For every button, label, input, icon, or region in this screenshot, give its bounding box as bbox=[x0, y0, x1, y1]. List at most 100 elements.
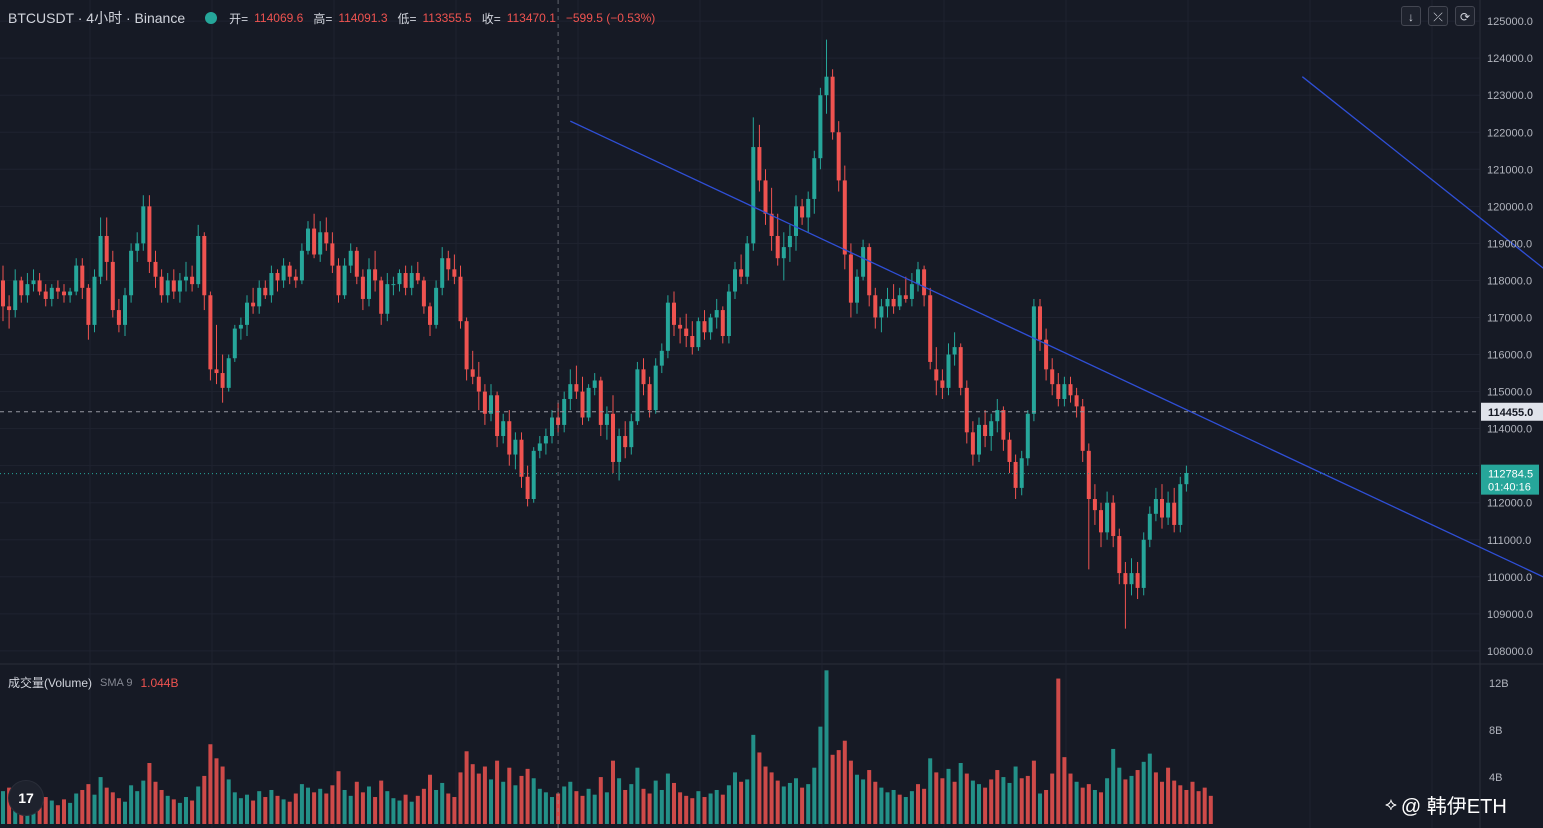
candle bbox=[214, 324, 219, 385]
candle-body bbox=[1019, 458, 1024, 488]
candle-body bbox=[379, 280, 384, 314]
candle-body bbox=[903, 295, 908, 299]
volume-bar bbox=[1123, 779, 1128, 824]
candle-body bbox=[476, 376, 481, 392]
candle-body bbox=[519, 439, 524, 477]
price-axis[interactable]: 125000.0 124000.0 123000.0 122000.0 121000.0… bbox=[1481, 16, 1543, 658]
candle bbox=[909, 273, 914, 307]
volume-bar bbox=[720, 794, 725, 824]
channel-lines[interactable] bbox=[570, 76, 1543, 659]
candle-body bbox=[806, 198, 811, 218]
candle-body bbox=[672, 302, 676, 325]
candle-body bbox=[928, 295, 933, 362]
candle bbox=[299, 243, 304, 285]
volume-title[interactable]: 成交量(Volume) bbox=[8, 676, 93, 690]
candle-body bbox=[916, 269, 920, 285]
candle-body bbox=[287, 265, 292, 277]
candle-body bbox=[1056, 384, 1061, 399]
tradingview-logo[interactable]: 17 bbox=[8, 780, 44, 816]
candle bbox=[550, 410, 554, 444]
candle bbox=[1007, 432, 1012, 474]
candle-body bbox=[1038, 306, 1042, 340]
candle bbox=[604, 406, 609, 440]
candle-body bbox=[787, 235, 792, 248]
candle-body bbox=[720, 310, 725, 336]
candle-body bbox=[574, 384, 579, 392]
volume-bar bbox=[434, 789, 439, 824]
candle bbox=[989, 413, 994, 451]
candle-body bbox=[318, 232, 323, 255]
candle-body bbox=[617, 436, 622, 462]
candle bbox=[525, 465, 530, 507]
candle-body bbox=[885, 298, 890, 307]
candle bbox=[611, 395, 615, 474]
candle-body bbox=[922, 269, 927, 296]
candle bbox=[1031, 298, 1036, 422]
volume-bar bbox=[684, 795, 689, 824]
candle bbox=[623, 421, 628, 459]
candle bbox=[385, 273, 390, 322]
candle bbox=[940, 369, 945, 399]
candle-body bbox=[690, 336, 695, 348]
candle bbox=[714, 298, 719, 329]
volume-bar bbox=[940, 778, 945, 824]
volume-tick-label: 12B bbox=[1489, 678, 1509, 690]
price-tick-label: 116000.0 bbox=[1487, 350, 1532, 362]
volume-sma-label: SMA 9 bbox=[100, 676, 133, 689]
candle bbox=[80, 258, 85, 299]
volume-bar bbox=[98, 777, 103, 824]
volume-bar bbox=[830, 754, 835, 824]
volume-bar bbox=[916, 784, 920, 824]
candle-body bbox=[367, 269, 371, 299]
candle bbox=[519, 432, 524, 488]
candle bbox=[1080, 398, 1085, 462]
candle bbox=[1013, 454, 1018, 499]
candle bbox=[263, 280, 268, 299]
candle bbox=[922, 265, 927, 307]
price-tick-label: 125000.0 bbox=[1487, 16, 1533, 28]
candle bbox=[62, 284, 66, 303]
volume-bar bbox=[580, 795, 585, 824]
market-status-icon bbox=[205, 12, 218, 24]
low-value: 113355.5 bbox=[422, 11, 472, 25]
volume-bar bbox=[153, 781, 158, 824]
candle-body bbox=[501, 421, 506, 437]
volume-bar bbox=[562, 786, 567, 824]
volume-bar bbox=[190, 800, 195, 824]
candle bbox=[769, 187, 774, 251]
candle bbox=[842, 165, 847, 270]
candle-body bbox=[867, 247, 872, 296]
price-tick-label: 123000.0 bbox=[1487, 90, 1533, 102]
volume-bar bbox=[1178, 785, 1183, 824]
candle-body bbox=[1062, 384, 1067, 399]
candle-body bbox=[232, 328, 237, 359]
volume-bar bbox=[775, 780, 780, 824]
candle bbox=[373, 250, 378, 292]
down-arrow-button[interactable]: ↓ bbox=[1401, 6, 1421, 26]
price-tick-label: 117000.0 bbox=[1487, 312, 1532, 324]
candle-body bbox=[147, 206, 152, 262]
candle bbox=[1062, 376, 1067, 407]
candle-body bbox=[452, 269, 457, 277]
candle-body bbox=[409, 273, 414, 288]
volume-bar bbox=[1117, 767, 1122, 824]
volume-bar bbox=[574, 791, 579, 824]
symbol-title[interactable]: BTCUSDT · 4小时 · Binance bbox=[8, 10, 186, 26]
candle-body bbox=[745, 243, 750, 277]
candle bbox=[848, 243, 853, 318]
expand-button[interactable]: ⤫ bbox=[1428, 6, 1448, 26]
volume-bar bbox=[336, 771, 341, 824]
volume-bar bbox=[373, 797, 378, 824]
candle-body bbox=[245, 302, 249, 325]
refresh-button[interactable]: ⟳ bbox=[1455, 6, 1475, 26]
candle bbox=[330, 232, 335, 274]
candle bbox=[763, 169, 768, 225]
volume-bar bbox=[397, 800, 402, 824]
candle-body bbox=[562, 398, 567, 425]
countdown-label: 01:40:16 bbox=[1488, 482, 1531, 494]
candle-body bbox=[196, 235, 201, 285]
candle bbox=[1050, 358, 1055, 396]
candle bbox=[482, 384, 487, 425]
candle bbox=[269, 265, 274, 303]
